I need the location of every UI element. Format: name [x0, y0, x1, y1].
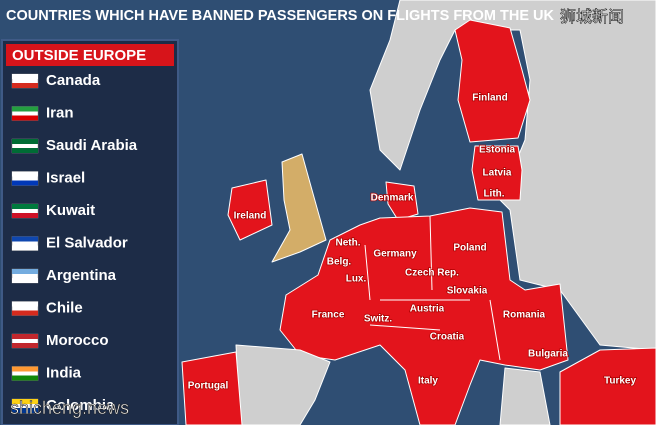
watermark: shicheng.news — [10, 398, 129, 418]
country-name: El Salvador — [46, 234, 128, 251]
country-label: Neth. — [336, 238, 361, 249]
flag — [12, 366, 38, 372]
flag — [12, 213, 38, 218]
country-label: Ireland — [234, 211, 267, 222]
country-label: Czech Rep. — [405, 268, 459, 279]
flag — [12, 106, 38, 112]
country-name: Chile — [46, 299, 83, 316]
flag — [12, 171, 38, 177]
flag — [12, 115, 38, 121]
flag — [12, 148, 38, 153]
country-label: Italy — [418, 376, 438, 387]
country-name: Argentina — [46, 267, 117, 284]
flag — [12, 180, 38, 186]
flag — [12, 301, 38, 307]
country-name: Iran — [46, 104, 74, 121]
country-label: Estonia — [479, 145, 516, 156]
flag — [12, 278, 38, 283]
country-label: Romania — [503, 310, 546, 321]
watermark: 狮城新闻 — [560, 8, 624, 26]
flag — [12, 334, 38, 339]
country-label: Belg. — [327, 257, 352, 268]
sidebar-title: OUTSIDE EUROPE — [12, 47, 146, 64]
flag — [12, 399, 38, 404]
flag — [12, 139, 38, 144]
country-label: Lith. — [483, 189, 504, 200]
country-label: Germany — [373, 249, 417, 260]
flag — [12, 74, 38, 79]
flag — [12, 375, 38, 381]
country-name: Kuwait — [46, 202, 95, 219]
country-name: Israel — [46, 169, 85, 186]
country-label: Switz. — [364, 314, 393, 325]
country-label: Turkey — [604, 376, 636, 387]
flag — [12, 236, 38, 242]
title: COUNTRIES WHICH HAVE BANNED PASSENGERS O… — [6, 7, 554, 24]
country-name: Morocco — [46, 332, 109, 349]
country-name: Colombia — [46, 397, 115, 414]
country-label: Austria — [410, 304, 445, 315]
country-label: Denmark — [371, 193, 414, 204]
country-label: Portugal — [188, 381, 229, 392]
country-label: Bulgaria — [528, 349, 568, 360]
land — [181, 0, 656, 425]
country-label: Slovakia — [447, 286, 488, 297]
flag — [12, 204, 38, 209]
flag — [12, 245, 38, 251]
flag — [12, 83, 38, 88]
country-label: France — [312, 310, 345, 321]
country-label: Lux. — [346, 274, 367, 285]
country-label: Latvia — [483, 168, 512, 179]
country-label: Finland — [472, 93, 508, 104]
flag — [12, 343, 38, 348]
sidebar — [1, 39, 179, 425]
country-name: Canada — [46, 72, 101, 89]
country-name: India — [46, 364, 82, 381]
country-name: Saudi Arabia — [46, 137, 138, 154]
sidebar-header — [6, 44, 174, 66]
flag — [12, 310, 38, 316]
country-label: Croatia — [430, 332, 465, 343]
flag — [12, 269, 38, 274]
country-label: Poland — [453, 243, 486, 254]
flag — [12, 408, 38, 413]
